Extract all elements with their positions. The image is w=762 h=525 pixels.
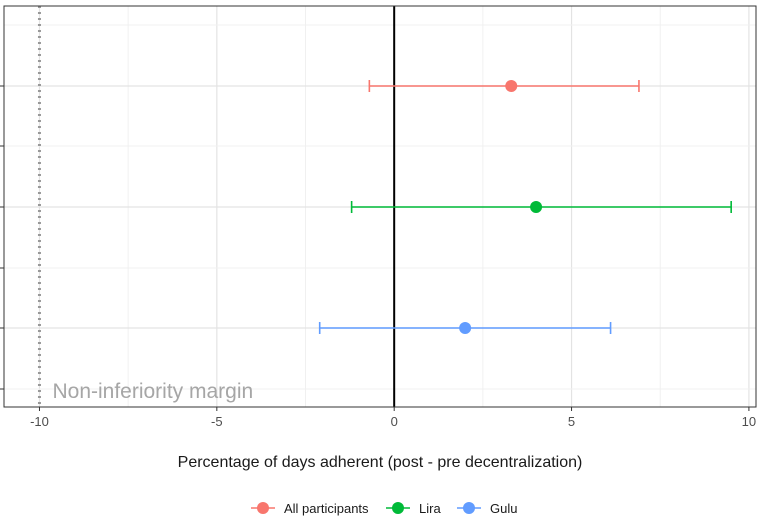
point-estimate [505, 80, 518, 92]
x-tick-label: 10 [742, 414, 756, 429]
point-estimate [459, 322, 472, 334]
legend-key-point [463, 502, 475, 514]
legend-label: Lira [419, 501, 441, 516]
x-tick-label: -5 [211, 414, 223, 429]
series-marks [318, 80, 732, 334]
legend: All participants Lira Gulu [251, 501, 517, 516]
x-axis-title: Percentage of days adherent (post - pre … [178, 454, 583, 471]
legend-label: All participants [284, 501, 369, 516]
x-tick-label: 5 [568, 414, 575, 429]
legend-key-point [392, 502, 404, 514]
legend-label: Gulu [490, 501, 517, 516]
x-axis-ticks: -10 -5 0 5 10 [0, 85, 756, 429]
point-estimate [530, 201, 543, 213]
x-tick-label: 0 [391, 414, 398, 429]
x-tick-label: -10 [30, 414, 49, 429]
legend-key-point [257, 502, 269, 514]
non-inferiority-annotation: Non-inferiority margin [52, 380, 253, 403]
